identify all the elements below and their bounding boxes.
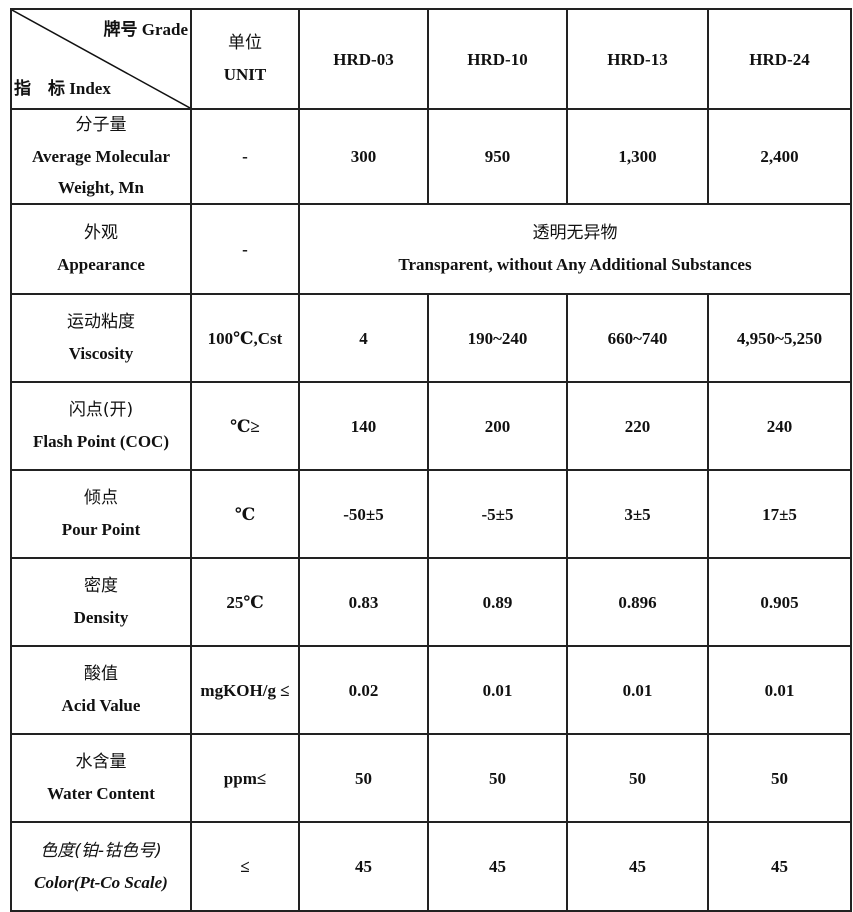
unit-cell: ℃ [190,469,300,559]
unit-cell: - [190,203,300,295]
value-cell: 3±5 [566,469,709,559]
value-cell: 0.905 [707,557,852,647]
value-cell: 0.89 [427,557,568,647]
unit-cell: - [190,108,300,205]
value-cell: 0.01 [427,645,568,735]
index-cn: 闪点(开) [68,400,134,420]
value-cell: 0.01 [707,645,852,735]
table-row: 分子量 Average Molecular Weight, Mn -300 950… [10,108,852,205]
index-label: 指 标 Index [14,79,111,98]
table-row: 外观 Appearance - 透明无异物 Transparent, witho… [10,203,852,295]
index-cn: 外观 [84,223,118,243]
unit-cell: mgKOH/g ≤ [190,645,300,735]
index-en: Viscosity [68,344,134,363]
table-row: 闪点(开) Flash Point (COC) ℃≥ 140 200 220 240 [10,381,852,471]
value-cell: 950 [427,108,568,205]
index-en: Flash Point (COC) [33,432,169,451]
index-cell: 倾点 Pour Point [10,469,192,559]
value-cell: 1,300 [566,108,709,205]
value-cell: 0.02 [298,645,429,735]
value-cell: 220 [566,381,709,471]
value-cell: 50 [298,733,429,823]
index-en: Pour Point [61,520,141,539]
value-cell: 4,950~5,250 [707,293,852,383]
table-row: 酸值 Acid Value mgKOH/g ≤0.02 0.01 0.01 0.01 [10,645,852,735]
table-row: 水含量 Water Content ppm≤ 50 50 50 50 [10,733,852,823]
value-cell: 50 [566,733,709,823]
index-cn: 水含量 [75,752,127,772]
unit-cell: 25℃ [190,557,300,647]
spec-table: 牌号 Grade 指 标 Index 单位 UNIT HRD-03 HRD-10 … [10,8,852,912]
table-row: 运动粘度 Viscosity 100℃,Cst 4 190~240 660~740 4,… [10,293,852,383]
grade-label: 牌号 Grade [103,20,188,39]
value-cell: 300 [298,108,429,205]
index-cell: 分子量 Average Molecular Weight, Mn [10,108,192,205]
unit-cell: ppm≤ [190,733,300,823]
index-cell: 运动粘度 Viscosity [10,293,192,383]
index-cell: 水含量 Water Content [10,733,192,823]
index-cn: 密度 [84,576,118,596]
index-en: Water Content [47,784,155,803]
value-cell: 660~740 [566,293,709,383]
merged-cn: 透明无异物 [532,223,618,243]
unit-header-cell: 单位 UNIT [190,8,300,110]
value-cell: 200 [427,381,568,471]
index-cn: 运动粘度 [67,312,135,332]
value-cell: 190~240 [427,293,568,383]
value-cell: 140 [298,381,429,471]
value-cell: 45 [566,821,709,912]
value-cell: 50 [427,733,568,823]
merged-en: Transparent, without Any Additional Subs… [398,255,752,274]
value-cell: 45 [427,821,568,912]
index-en: Color(Pt-Co Scale) [34,872,168,892]
index-cn: 分子量 [75,115,127,135]
index-cn: 酸值 [84,664,118,684]
grade-header: HRD-10 [427,8,568,110]
index-cell: 酸值 Acid Value [10,645,192,735]
value-cell: 0.01 [566,645,709,735]
value-cell: 45 [298,821,429,912]
index-cell: 色度(铂-钴色号) Color(Pt-Co Scale) [10,821,192,912]
table-row: 色度(铂-钴色号) Color(Pt-Co Scale) ≤45 45 45 45 [10,821,852,912]
grade-header: HRD-03 [298,8,429,110]
index-cell: 闪点(开) Flash Point (COC) [10,381,192,471]
value-cell: 0.896 [566,557,709,647]
index-en: Density [73,608,129,627]
unit-en: UNIT [223,65,267,84]
value-cell: -5±5 [427,469,568,559]
unit-cell: ≤ [190,821,300,912]
grade-header: HRD-24 [707,8,852,110]
unit-cn: 单位 [228,33,262,53]
value-cell: -50±5 [298,469,429,559]
value-cell: 50 [707,733,852,823]
value-cell: 4 [298,293,429,383]
grade-header: HRD-13 [566,8,709,110]
diagonal-divider [12,10,190,108]
header-row: 牌号 Grade 指 标 Index 单位 UNIT HRD-03 HRD-10 … [10,8,852,110]
index-en: Appearance [57,255,145,274]
index-cell: 外观 Appearance [10,203,192,295]
value-cell: 0.83 [298,557,429,647]
index-cell: 密度 Density [10,557,192,647]
table-row: 密度 Density 25℃ 0.83 0.89 0.896 0.905 [10,557,852,647]
value-cell: 45 [707,821,852,912]
table-row: 倾点 Pour Point ℃ -50±5 -5±5 3±5 17±5 [10,469,852,559]
value-cell: 240 [707,381,852,471]
value-cell: 2,400 [707,108,852,205]
index-cn: 倾点 [84,488,118,508]
index-en: Average Molecular Weight, Mn [32,147,170,197]
value-cell: 17±5 [707,469,852,559]
merged-value-cell: 透明无异物 Transparent, without Any Additiona… [298,203,852,295]
unit-cell: 100℃,Cst [190,293,300,383]
corner-header-cell: 牌号 Grade 指 标 Index [10,8,192,110]
index-cn: 色度(铂-钴色号) [40,840,162,861]
index-en: Acid Value [61,696,141,715]
unit-cell: ℃≥ [190,381,300,471]
